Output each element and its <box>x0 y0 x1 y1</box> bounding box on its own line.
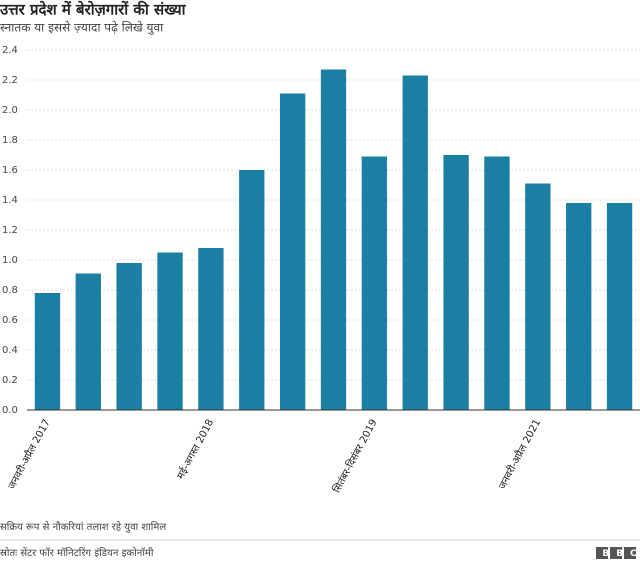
logo-text: BBC <box>602 549 640 559</box>
y-tick-label: 0.0 <box>2 405 18 416</box>
x-tick-label: मई-अगस्त 2018 <box>175 417 217 481</box>
bar <box>198 248 224 410</box>
y-tick-label: 0.6 <box>2 315 18 326</box>
y-tick-label: 0.4 <box>2 345 18 356</box>
bar <box>116 263 142 410</box>
source: स्रोतः सेंटर फॉर मॉनिटरिंग इंडियन इकोनॉम… <box>0 547 154 559</box>
bar <box>566 203 592 410</box>
bar <box>75 273 101 410</box>
bar <box>157 252 183 410</box>
x-tick-label: सितंबर-दिसंबर 2019 <box>331 417 380 495</box>
bar <box>606 203 633 410</box>
bar <box>484 156 510 410</box>
bar <box>320 69 347 410</box>
logo-box <box>624 547 636 559</box>
chart-subtitle: स्नातक या इससे ज़्यादा पढ़े लिखे युवा <box>0 21 164 36</box>
bar <box>239 170 265 410</box>
logo-box <box>610 547 622 559</box>
chart-title: उत्तर प्रदेश में बेरोज़गारों की संख्या <box>0 1 187 19</box>
x-tick-label: जनवरी-अप्रैल 2017 <box>6 417 53 491</box>
y-tick-label: 1.8 <box>2 135 18 146</box>
y-tick-label: 1.2 <box>2 225 18 236</box>
bar <box>402 75 428 410</box>
logo-box <box>596 547 608 559</box>
y-tick-label: 1.0 <box>2 255 18 266</box>
y-tick-label: 1.6 <box>2 165 18 176</box>
y-tick-label: 0.8 <box>2 285 18 296</box>
y-tick-label: 1.4 <box>2 195 18 206</box>
note: सक्रिय रूप से नौकरियां तलाश रहे युवा शाम… <box>0 521 166 533</box>
y-tick-label: 0.2 <box>2 375 18 386</box>
y-tick-label: 2.0 <box>2 105 18 116</box>
bar <box>443 155 469 410</box>
y-tick-label: 2.2 <box>2 75 18 86</box>
bar <box>279 93 306 410</box>
bar <box>525 183 551 410</box>
logo: BBC <box>596 547 640 559</box>
y-tick-label: 2.4 <box>2 45 18 56</box>
bar <box>34 293 61 410</box>
bar <box>361 156 388 410</box>
x-tick-label: जनवरी-अप्रैल 2021 <box>496 417 543 491</box>
